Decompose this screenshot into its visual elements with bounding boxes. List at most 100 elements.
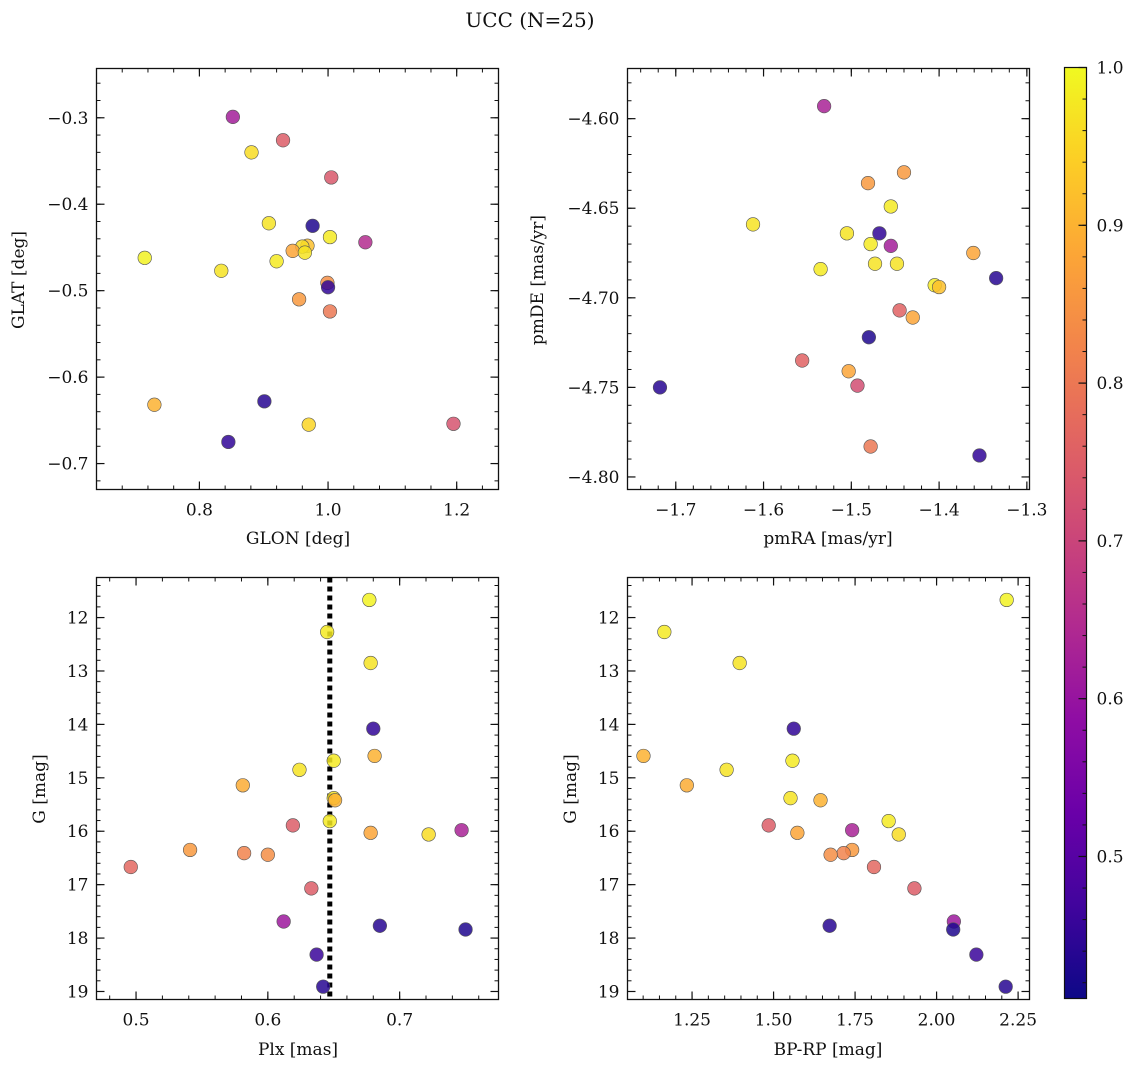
data-point bbox=[907, 881, 922, 896]
data-point bbox=[896, 165, 912, 180]
y-tick-label: 19 bbox=[67, 982, 89, 1002]
data-point bbox=[872, 226, 887, 241]
y-axis-label: pmDE [mas/yr] bbox=[528, 215, 548, 345]
data-point bbox=[795, 353, 810, 368]
data-point bbox=[881, 813, 896, 829]
data-point bbox=[305, 218, 320, 233]
data-point bbox=[367, 748, 382, 764]
data-point bbox=[372, 918, 387, 933]
data-point bbox=[244, 145, 259, 160]
y-tick-label: 15 bbox=[67, 769, 89, 789]
data-point bbox=[137, 250, 152, 265]
x-tick-label: 0.5 bbox=[123, 1011, 150, 1031]
x-tick-label: −1.5 bbox=[831, 501, 872, 521]
y-tick-label: 13 bbox=[598, 662, 620, 682]
y-tick-label: −4.75 bbox=[567, 378, 619, 398]
x-axis-label: Plx [mas] bbox=[258, 1040, 338, 1060]
data-point bbox=[892, 303, 907, 318]
data-point bbox=[326, 753, 341, 768]
data-point bbox=[817, 99, 832, 114]
data-point bbox=[366, 721, 381, 736]
data-point bbox=[989, 271, 1004, 286]
figure-title: UCC (N=25) bbox=[465, 8, 594, 32]
data-point bbox=[276, 914, 291, 929]
data-point bbox=[285, 818, 300, 833]
data-point bbox=[636, 748, 651, 764]
y-tick-label: 18 bbox=[67, 929, 89, 949]
x-tick-label: 2.00 bbox=[918, 1011, 956, 1031]
data-point bbox=[458, 922, 473, 937]
data-point bbox=[123, 859, 138, 875]
data-point bbox=[285, 243, 300, 259]
data-point bbox=[292, 762, 307, 777]
y-tick-label: 18 bbox=[598, 929, 620, 949]
data-point bbox=[786, 721, 801, 736]
data-point bbox=[261, 216, 276, 231]
data-point bbox=[972, 448, 987, 463]
x-axis-label: pmRA [mas/yr] bbox=[763, 529, 892, 549]
data-point bbox=[863, 439, 878, 454]
y-axis-label: G [mag] bbox=[561, 754, 581, 823]
data-point bbox=[182, 842, 198, 858]
data-point bbox=[235, 778, 250, 793]
data-point bbox=[221, 434, 236, 450]
data-point bbox=[836, 846, 851, 861]
colorbar-gradient bbox=[1063, 66, 1088, 1000]
data-point bbox=[861, 330, 876, 345]
panel-bprp-g: 1.25 1.50 1.75 2.00 2.25 12 13 14 15 16 17 18 19 BP-… bbox=[561, 576, 1037, 1060]
data-point bbox=[883, 199, 898, 214]
x-tick-label: −1.6 bbox=[743, 501, 784, 521]
data-point bbox=[358, 235, 373, 250]
data-point bbox=[257, 394, 272, 409]
data-point bbox=[863, 236, 878, 252]
data-point bbox=[322, 304, 338, 319]
colorbar-tick-label: 0.8 bbox=[1097, 374, 1124, 394]
y-tick-label: 16 bbox=[67, 822, 89, 842]
data-point bbox=[320, 624, 335, 640]
data-point bbox=[761, 818, 776, 833]
x-tick-label: 1.2 bbox=[443, 501, 470, 521]
data-point bbox=[969, 947, 984, 962]
y-tick-label: −4.80 bbox=[567, 468, 619, 488]
y-tick-label: −4.70 bbox=[567, 289, 619, 309]
colorbar: 0.5 0.6 0.7 0.8 0.9 1.0 bbox=[1063, 59, 1124, 1000]
data-point bbox=[813, 262, 828, 277]
data-point bbox=[363, 655, 378, 671]
data-point bbox=[304, 881, 319, 896]
data-point bbox=[301, 417, 316, 432]
data-point bbox=[679, 778, 694, 793]
data-point bbox=[269, 254, 284, 269]
y-tick-label: −4.60 bbox=[567, 110, 619, 130]
data-point bbox=[790, 825, 805, 840]
y-axis-label: GLAT [deg] bbox=[9, 231, 29, 329]
y-tick-label: −0.7 bbox=[47, 455, 88, 475]
data-point bbox=[719, 762, 734, 777]
y-tick-label: 12 bbox=[67, 609, 89, 629]
data-point bbox=[237, 846, 252, 861]
data-point bbox=[446, 416, 461, 431]
plot-frame bbox=[626, 67, 1031, 491]
x-tick-label: 0.6 bbox=[254, 1011, 281, 1031]
data-point bbox=[850, 378, 865, 393]
y-tick-label: −4.65 bbox=[567, 199, 619, 219]
x-tick-label: 1.0 bbox=[315, 501, 342, 521]
data-point bbox=[297, 245, 312, 260]
data-point bbox=[316, 979, 331, 994]
colorbar-tick-label: 0.9 bbox=[1097, 216, 1124, 236]
data-point bbox=[823, 847, 838, 862]
colorbar-tick-label: 0.7 bbox=[1097, 532, 1124, 552]
data-point bbox=[889, 256, 905, 271]
y-tick-label: −0.3 bbox=[47, 109, 88, 129]
data-point bbox=[732, 655, 747, 671]
colorbar-tick-label: 1.0 bbox=[1097, 59, 1124, 79]
data-point bbox=[867, 256, 883, 271]
data-point bbox=[260, 847, 275, 862]
y-axis-label: G [mag] bbox=[30, 754, 50, 823]
y-tick-label: 19 bbox=[598, 982, 620, 1002]
data-point bbox=[891, 827, 906, 842]
data-point bbox=[327, 793, 343, 808]
x-tick-label: −1.7 bbox=[655, 501, 696, 521]
data-point bbox=[783, 791, 798, 806]
data-point bbox=[999, 592, 1014, 608]
